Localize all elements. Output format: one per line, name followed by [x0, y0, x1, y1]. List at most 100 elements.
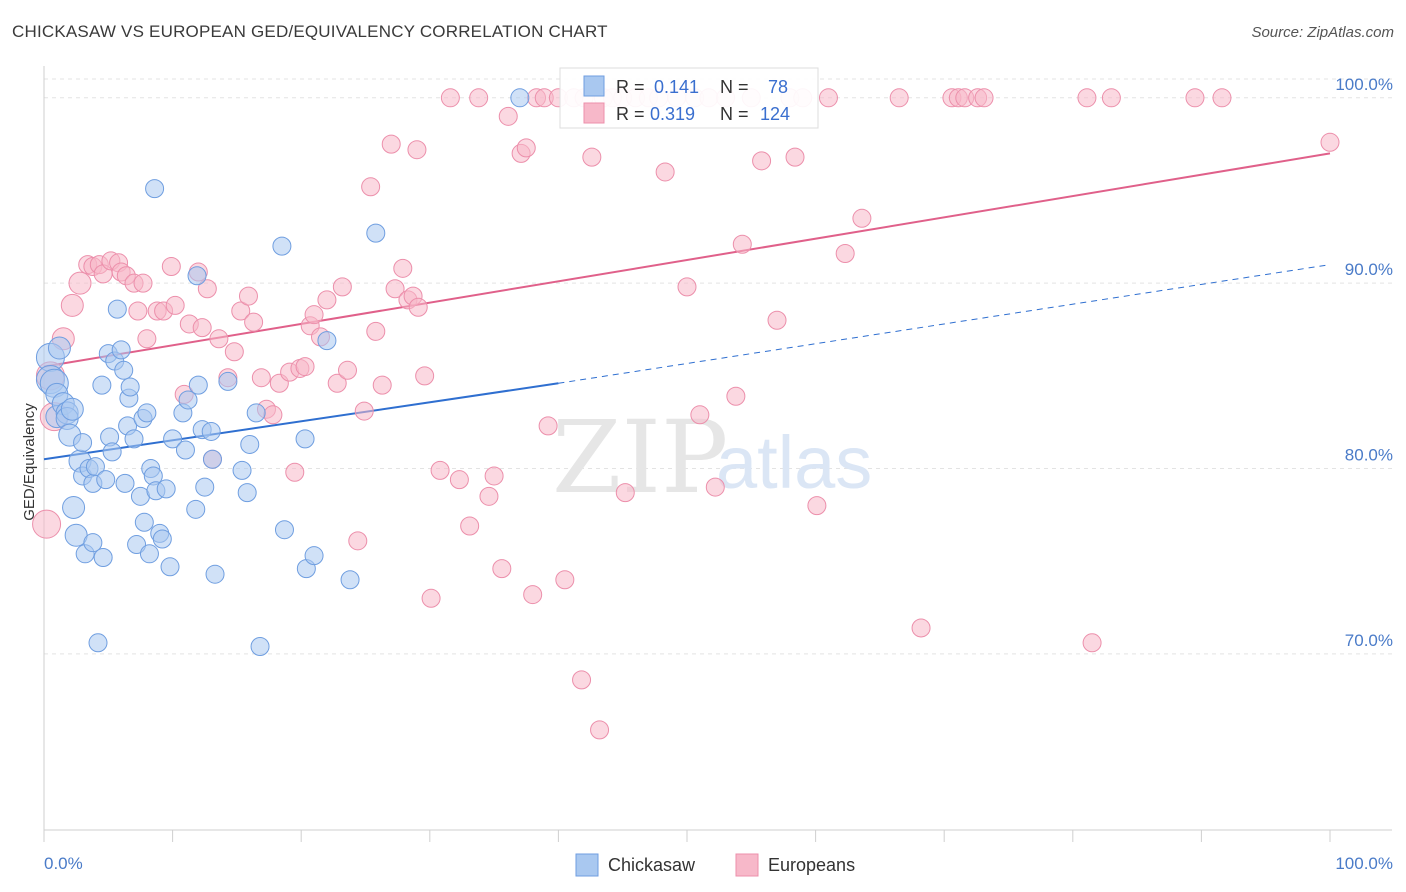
europeans-point: [449, 470, 469, 490]
chickasaw-point: [115, 473, 135, 493]
source-credit: Source: ZipAtlas.com: [1251, 24, 1394, 41]
europeans-point: [385, 279, 405, 299]
chickasaw-point: [73, 433, 93, 453]
chart-title: CHICKASAW VS EUROPEAN GED/EQUIVALENCY CO…: [12, 22, 608, 41]
europeans-point: [615, 483, 635, 503]
europeans-point: [421, 588, 441, 608]
europeans-point: [317, 290, 337, 310]
y-tick-labels: 70.0% 80.0% 90.0% 100.0%: [1335, 75, 1393, 650]
europeans-point: [133, 273, 153, 293]
r-value-europeans: 0.319: [650, 104, 695, 124]
y-tick-label: 80.0%: [1345, 446, 1393, 465]
europeans-point: [238, 286, 258, 306]
europeans-point: [430, 460, 450, 480]
legend-chickasaw-label: Chickasaw: [608, 855, 696, 875]
europeans-point: [407, 140, 427, 160]
chickasaw-point: [102, 442, 122, 462]
europeans-point: [1077, 88, 1097, 108]
chickasaw-point: [295, 429, 315, 449]
chickasaw-point: [188, 375, 208, 395]
europeans-point: [1101, 88, 1121, 108]
x-tick-label-min: 0.0%: [44, 854, 83, 873]
europeans-swatch: [583, 102, 605, 124]
europeans-point: [304, 305, 324, 325]
europeans-point: [752, 151, 772, 171]
chickasaw-point: [175, 440, 195, 460]
chickasaw-point: [205, 564, 225, 584]
europeans-point: [354, 401, 374, 421]
europeans-point: [479, 486, 499, 506]
europeans-point: [1082, 633, 1102, 653]
chickasaw-point: [218, 371, 238, 391]
chickasaw-point: [60, 397, 84, 421]
europeans-point: [911, 618, 931, 638]
chickasaw-point: [134, 512, 154, 532]
r-label-chickasaw: R =: [616, 77, 645, 97]
n-value-chickasaw: 78: [768, 77, 788, 97]
europeans-point: [361, 177, 381, 197]
chickasaw-swatch: [583, 75, 605, 97]
n-label-europeans: N =: [720, 104, 749, 124]
europeans-point: [582, 147, 602, 167]
europeans-point: [785, 147, 805, 167]
chickasaw-point: [93, 548, 113, 568]
europeans-point: [32, 509, 62, 539]
europeans-point: [655, 162, 675, 182]
chickasaw-point: [250, 636, 270, 656]
europeans-point: [244, 312, 264, 332]
europeans-point: [835, 244, 855, 264]
legend-europeans-label: Europeans: [768, 855, 855, 875]
europeans-point: [807, 496, 827, 516]
r-label-europeans: R =: [616, 104, 645, 124]
europeans-point: [498, 106, 518, 126]
europeans-point: [337, 360, 357, 380]
chickasaw-point: [47, 336, 71, 360]
europeans-point: [1212, 88, 1232, 108]
chickasaw-point: [195, 477, 215, 497]
europeans-point: [1320, 132, 1340, 152]
europeans-point: [332, 277, 352, 297]
europeans-point: [460, 516, 480, 536]
europeans-point: [523, 585, 543, 605]
y-tick-label: 70.0%: [1345, 631, 1393, 650]
europeans-point: [224, 342, 244, 362]
europeans-point: [484, 466, 504, 486]
chickasaw-point: [120, 377, 140, 397]
europeans-point: [209, 329, 229, 349]
chickasaw-point: [156, 479, 176, 499]
europeans-point: [889, 88, 909, 108]
chickasaw-point: [83, 533, 103, 553]
europeans-point: [165, 295, 185, 315]
europeans-point: [381, 134, 401, 154]
europeans-point: [285, 462, 305, 482]
y-axis-label: GED/Equivalency: [21, 403, 38, 521]
europeans-point: [677, 277, 697, 297]
watermark-atlas: atlas: [716, 421, 872, 504]
x-tick-labels: 0.0% 100.0%: [44, 854, 1393, 873]
chickasaw-point: [201, 421, 221, 441]
europeans-point: [393, 258, 413, 278]
chickasaw-point: [178, 390, 198, 410]
europeans-point: [690, 405, 710, 425]
chickasaw-point: [317, 331, 337, 351]
chickasaw-point: [163, 429, 183, 449]
europeans-point: [516, 138, 536, 158]
axes: [43, 66, 1392, 842]
stats-legend: R = 0.141 N = 78 R = 0.319 N = 124: [559, 67, 819, 129]
chickasaw-point: [85, 457, 105, 477]
europeans-point: [1185, 88, 1205, 108]
europeans-point: [555, 570, 575, 590]
chickasaw-point: [272, 236, 292, 256]
chickasaw-point: [152, 529, 172, 549]
chickasaw-point: [202, 449, 222, 469]
chickasaw-point: [187, 266, 207, 286]
europeans-point: [974, 88, 994, 108]
chickasaw-point: [114, 360, 134, 380]
europeans-point: [852, 208, 872, 228]
europeans-point: [128, 301, 148, 321]
europeans-point: [726, 386, 746, 406]
europeans-point: [197, 279, 217, 299]
chickasaw-trend-extension: [558, 264, 1331, 384]
chickasaw-point: [88, 633, 108, 653]
chickasaw-point: [240, 434, 260, 454]
